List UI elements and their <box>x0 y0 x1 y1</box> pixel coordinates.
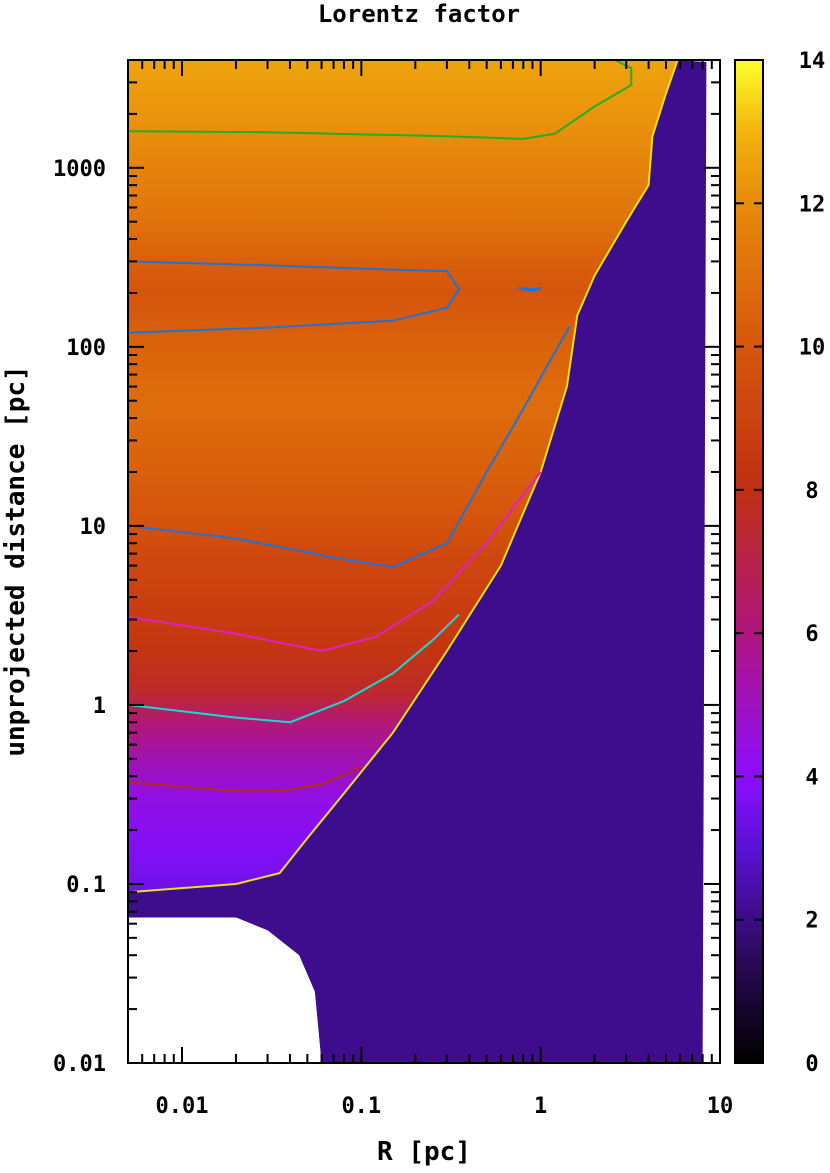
contour-line-3 <box>128 471 542 652</box>
colorbar-gradient <box>734 59 764 1064</box>
y-tick-label: 0.01 <box>53 1052 106 1077</box>
chart-title: Lorentz factor <box>318 0 520 28</box>
empty-region <box>128 917 322 1063</box>
colorbar-tick-label: 6 <box>805 622 818 647</box>
contour-line-4 <box>128 325 571 568</box>
colorbar-tick-label: 10 <box>799 336 826 361</box>
contour-layer <box>128 60 679 894</box>
y-tick-label: 1 <box>93 694 106 719</box>
colorbar: 0 2 4 6 8 10 12 14 <box>734 49 826 1077</box>
y-tick-label: 0.1 <box>66 873 106 898</box>
y-tick-label: 100 <box>66 336 106 361</box>
colorbar-tick-label: 4 <box>805 765 818 790</box>
axis-layer: 0.01 0.1 1 10 0.01 0.1 1 10 100 1000 <box>53 59 734 1119</box>
x-tick-label: 1 <box>534 1094 547 1119</box>
x-tick-label: 0.01 <box>155 1094 208 1119</box>
colorbar-tick-label: 2 <box>805 909 818 934</box>
y-axis-label: unprojected distance [pc] <box>1 365 31 756</box>
colorbar-tick-label: 8 <box>805 479 818 504</box>
contour-line-5 <box>128 260 460 334</box>
y-tick-label: 1000 <box>53 157 106 182</box>
contour-line-2 <box>128 613 460 724</box>
colorbar-tick-label: 0 <box>805 1052 818 1077</box>
x-tick-label: 10 <box>707 1094 734 1119</box>
contour-line-6 <box>518 287 542 292</box>
heatmap-layer <box>128 60 720 1063</box>
plot-frame <box>127 59 721 1064</box>
x-tick-label: 0.1 <box>341 1094 381 1119</box>
colorbar-tick-label: 12 <box>799 192 826 217</box>
x-axis-label: R [pc] <box>377 1137 471 1167</box>
y-tick-label: 10 <box>80 515 107 540</box>
colorbar-tick-label: 14 <box>799 49 826 74</box>
jet-spine-region <box>128 60 678 893</box>
contour-line-7 <box>128 60 633 140</box>
contour-line-1 <box>128 766 362 793</box>
